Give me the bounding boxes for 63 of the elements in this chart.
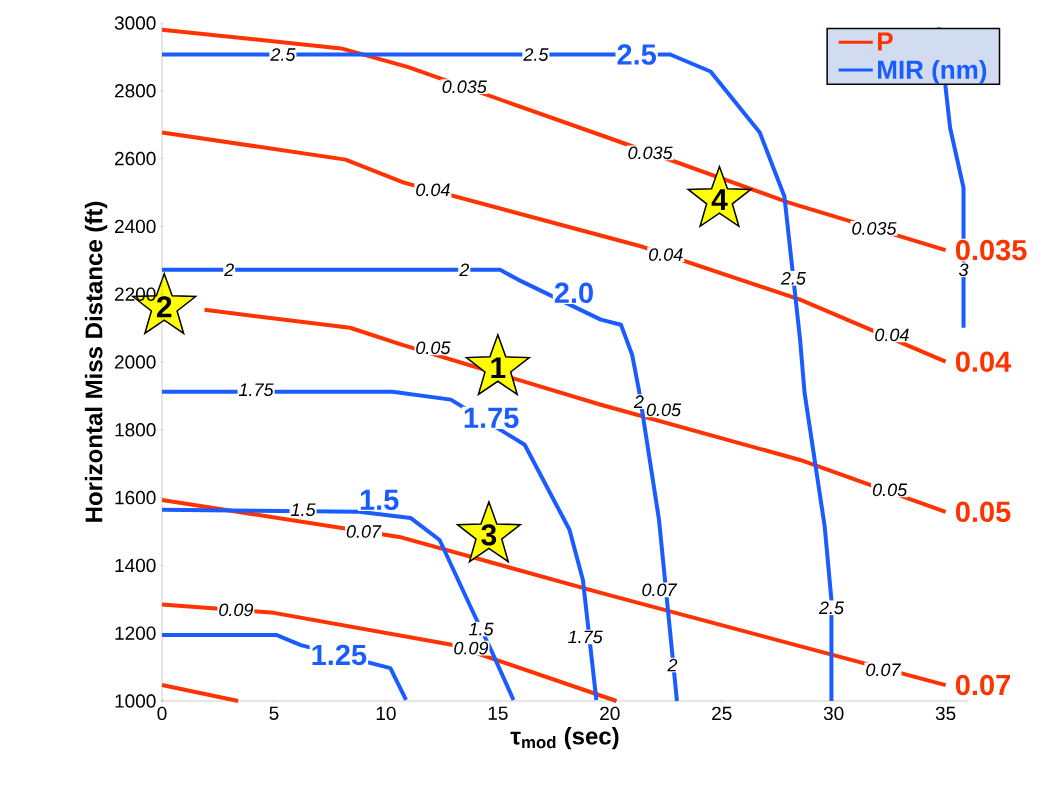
- x-tick-label: 15: [488, 706, 508, 720]
- annotation: 0.04: [416, 183, 450, 197]
- x-tick-label: 35: [935, 706, 956, 721]
- annotation: 0.07: [346, 525, 382, 538]
- annotation: 1.5: [291, 503, 316, 517]
- legend-label: P: [878, 32, 893, 51]
- annotation: 0.04: [875, 328, 909, 342]
- x-tick-label: 20: [600, 706, 620, 721]
- annotation: 0.05: [416, 341, 451, 355]
- annotation: 0.04: [955, 351, 1012, 372]
- annotation: 2.5: [523, 48, 549, 61]
- annotation: 0.05: [646, 403, 682, 417]
- annotation: 1.75: [238, 383, 274, 397]
- annotation: 2.0: [554, 282, 593, 304]
- y-tick-label: 1000: [115, 694, 156, 708]
- x-tick-label: 10: [376, 706, 396, 721]
- x-tick-label: 30: [823, 706, 844, 721]
- annotation: 0.05: [872, 483, 908, 497]
- x-axis-title: τ$_{mod}$ (sec): [510, 726, 619, 750]
- annotation: 0.04: [649, 248, 683, 261]
- y-tick-label: 2000: [115, 355, 156, 369]
- annotation: 2: [156, 296, 172, 318]
- annotation: 2.5: [780, 271, 806, 285]
- annotation: 0.07: [866, 663, 901, 677]
- y-tick-label: 1200: [115, 626, 156, 640]
- annotation: 3: [481, 524, 497, 546]
- annotation: 1: [491, 357, 506, 379]
- annotation: 0.07: [642, 583, 678, 597]
- annotation: 2.5: [818, 601, 844, 615]
- annotation: 0.09: [454, 641, 489, 655]
- annotation: 3: [958, 263, 969, 277]
- x-tick-label: 0: [157, 706, 167, 721]
- y-tick-label: 2600: [115, 151, 156, 166]
- annotation: 0.035: [442, 80, 487, 94]
- y-tick-label: 2400: [115, 219, 156, 234]
- annotation: 0.05: [955, 501, 1011, 523]
- y-tick-label: 2800: [115, 84, 156, 98]
- y-tick-label: 2200: [115, 287, 156, 301]
- annotation: 2.5: [270, 48, 296, 61]
- annotation: 2: [459, 263, 469, 277]
- annotation: 2: [667, 658, 678, 672]
- annotation: 1.5: [469, 622, 494, 636]
- annotation: 0.035: [852, 222, 897, 235]
- y-tick-label: 1800: [115, 423, 156, 437]
- annotation: 0.035: [955, 239, 1027, 261]
- y-axis-title: Horizontal Miss Distance (ft): [84, 201, 108, 522]
- annotation: 1.25: [312, 644, 367, 666]
- y-tick-label: 3000: [114, 16, 156, 30]
- annotation: 4: [711, 189, 728, 210]
- annotation: 2: [633, 395, 644, 408]
- y-tick-label: 1400: [115, 558, 156, 573]
- y-tick-label: 1600: [115, 490, 156, 505]
- annotation: 0.07: [955, 674, 1010, 696]
- x-tick-label: 25: [712, 706, 732, 721]
- annotation: 1.5: [360, 489, 399, 511]
- annotation: 2.5: [617, 44, 656, 65]
- annotation: 1.75: [568, 630, 603, 644]
- legend-label: MIR (nm): [878, 59, 987, 85]
- annotation: 0.035: [628, 146, 673, 160]
- annotation: 0.09: [219, 603, 254, 617]
- annotation: 1.75: [464, 407, 519, 429]
- annotation: 2: [224, 263, 234, 277]
- x-tick-label: 5: [269, 706, 279, 720]
